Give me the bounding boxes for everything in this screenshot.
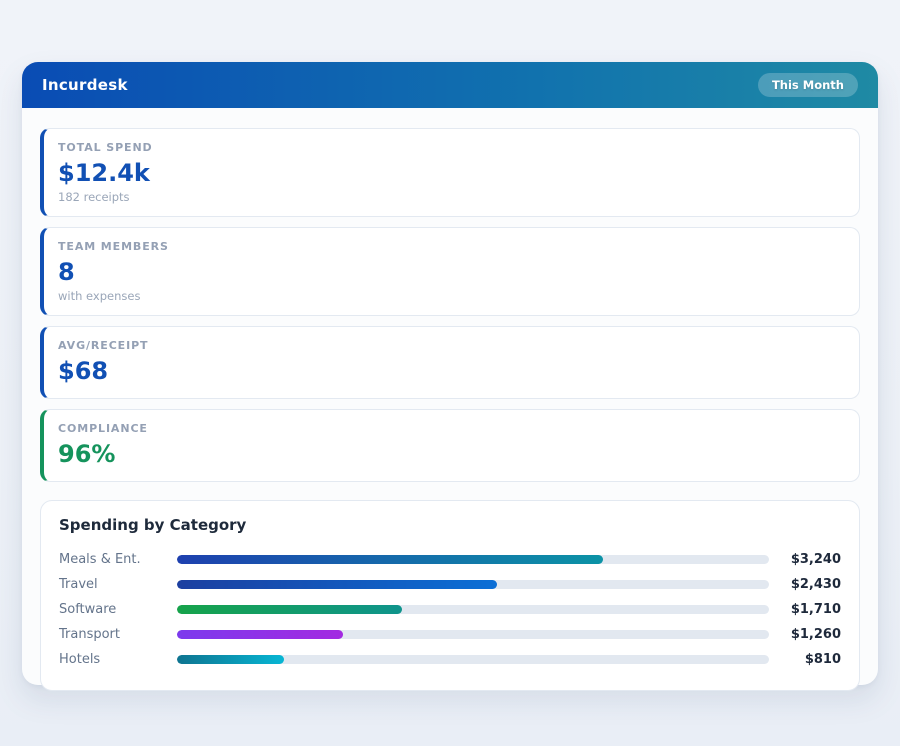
chart-row-hotels: Hotels $810 — [59, 647, 841, 672]
chart-row-travel: Travel $2,430 — [59, 572, 841, 597]
chart-row-software: Software $1,710 — [59, 597, 841, 622]
category-label: Transport — [59, 627, 177, 642]
dashboard-panel: Incurdesk This Month TOTAL SPEND $12.4k … — [22, 62, 878, 685]
stat-subtitle: with expenses — [58, 289, 843, 303]
bar-travel — [177, 580, 497, 589]
bar-track — [177, 580, 769, 589]
category-label: Software — [59, 602, 177, 617]
app-header: Incurdesk This Month — [22, 62, 878, 108]
category-label: Meals & Ent. — [59, 552, 177, 567]
stat-label: COMPLIANCE — [58, 422, 843, 435]
bar-track — [177, 605, 769, 614]
stat-label: AVG/RECEIPT — [58, 339, 843, 352]
bar-hotels — [177, 655, 284, 664]
category-value: $1,710 — [769, 602, 841, 617]
chart-title: Spending by Category — [59, 516, 841, 534]
period-selector-badge[interactable]: This Month — [758, 73, 858, 97]
category-value: $1,260 — [769, 627, 841, 642]
stat-card-avg-receipt: AVG/RECEIPT $68 — [40, 326, 860, 399]
bar-software — [177, 605, 402, 614]
stat-card-team-members: TEAM MEMBERS 8 with expenses — [40, 227, 860, 316]
bar-track — [177, 555, 769, 564]
category-value: $3,240 — [769, 552, 841, 567]
stat-label: TEAM MEMBERS — [58, 240, 843, 253]
stat-value: 96% — [58, 439, 843, 469]
stat-subtitle: 182 receipts — [58, 190, 843, 204]
bar-track — [177, 655, 769, 664]
stat-value: $68 — [58, 356, 843, 386]
stat-card-total-spend: TOTAL SPEND $12.4k 182 receipts — [40, 128, 860, 217]
bar-track — [177, 630, 769, 639]
stat-value: $12.4k — [58, 158, 843, 188]
chart-row-transport: Transport $1,260 — [59, 622, 841, 647]
category-label: Travel — [59, 577, 177, 592]
category-value: $2,430 — [769, 577, 841, 592]
category-label: Hotels — [59, 652, 177, 667]
bar-meals — [177, 555, 603, 564]
app-title: Incurdesk — [42, 76, 128, 94]
chart-row-meals: Meals & Ent. $3,240 — [59, 547, 841, 572]
bar-transport — [177, 630, 343, 639]
dashboard-content: TOTAL SPEND $12.4k 182 receipts TEAM MEM… — [22, 108, 878, 713]
stat-label: TOTAL SPEND — [58, 141, 843, 154]
spending-by-category-chart: Spending by Category Meals & Ent. $3,240… — [40, 500, 860, 691]
category-value: $810 — [769, 652, 841, 667]
stat-value: 8 — [58, 257, 843, 287]
stat-card-compliance: COMPLIANCE 96% — [40, 409, 860, 482]
